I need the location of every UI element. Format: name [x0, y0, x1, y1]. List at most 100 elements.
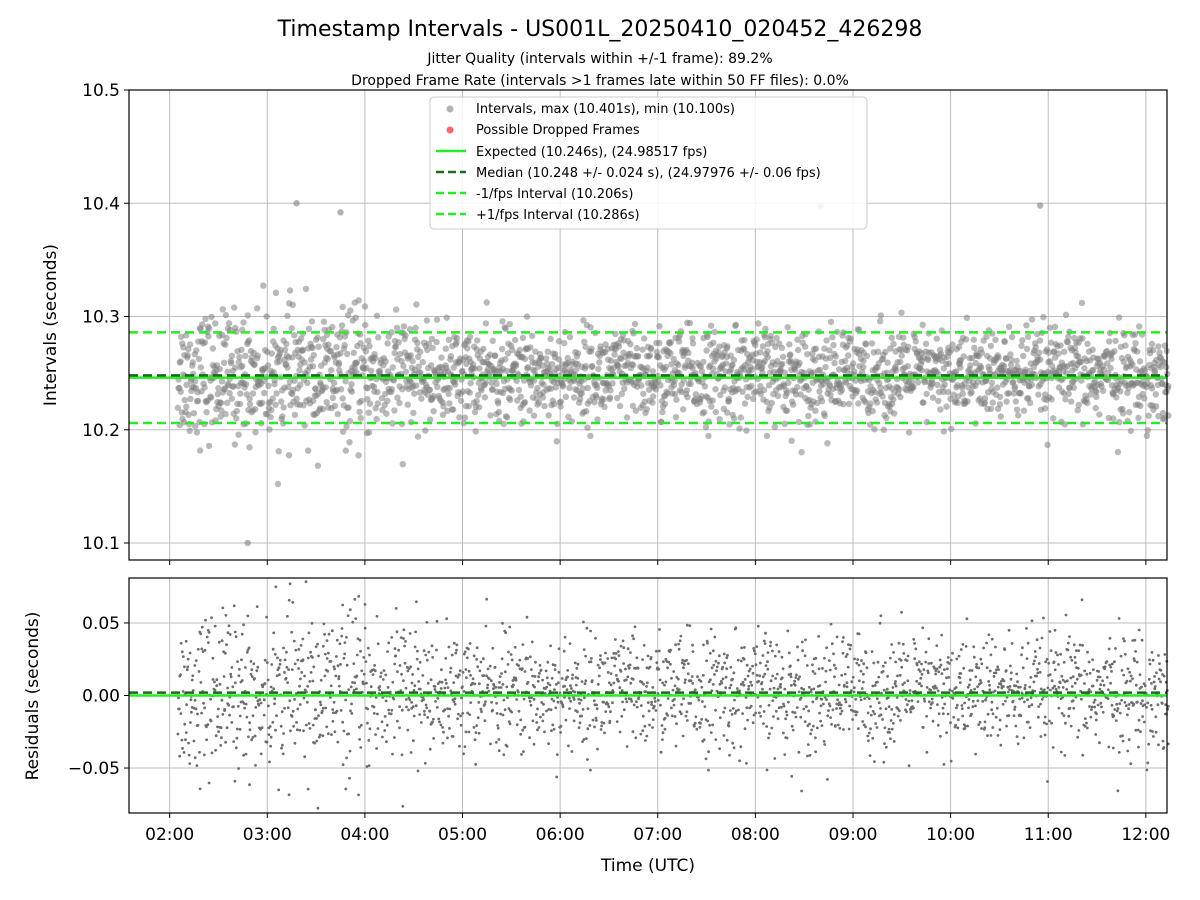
residual-point	[721, 665, 725, 669]
residual-point	[958, 681, 962, 684]
interval-point	[388, 386, 395, 393]
residual-point	[518, 658, 522, 662]
interval-point	[1156, 349, 1163, 356]
residual-point	[267, 704, 270, 708]
interval-point	[368, 367, 375, 374]
interval-point	[955, 343, 963, 351]
residual-point	[767, 703, 771, 707]
residual-point	[238, 667, 241, 671]
interval-point	[1050, 415, 1057, 422]
residual-point	[353, 681, 357, 685]
interval-point	[480, 345, 487, 353]
interval-point	[347, 307, 354, 314]
interval-point	[683, 387, 691, 394]
residual-point	[1122, 673, 1126, 677]
interval-point	[1145, 412, 1152, 419]
residual-point	[1043, 733, 1047, 737]
interval-point	[348, 381, 355, 388]
residual-point	[818, 711, 821, 715]
residual-point	[465, 656, 469, 660]
interval-point	[739, 388, 746, 395]
residual-point	[868, 754, 872, 757]
interval-point	[503, 367, 510, 375]
interval-point	[1152, 391, 1160, 398]
interval-point	[764, 348, 771, 355]
residual-point	[302, 729, 305, 733]
intervals-x-ticks	[169, 560, 1147, 565]
interval-point	[959, 390, 966, 397]
residual-point	[1008, 688, 1011, 691]
residual-point	[930, 697, 934, 701]
residual-point	[806, 743, 810, 746]
interval-point	[1075, 401, 1083, 409]
residual-point	[763, 642, 767, 645]
residual-point	[323, 632, 326, 636]
residual-point	[265, 740, 269, 744]
residual-point	[550, 729, 553, 733]
residual-point	[1008, 685, 1012, 688]
interval-point	[1048, 396, 1055, 403]
interval-point	[869, 407, 876, 415]
residual-point	[677, 677, 680, 681]
residual-point	[289, 729, 292, 733]
residual-point	[1076, 735, 1080, 739]
residual-point	[1052, 660, 1056, 664]
residual-point	[476, 665, 480, 669]
residual-point	[653, 700, 657, 703]
interval-point	[801, 343, 809, 350]
residual-point	[1032, 662, 1035, 666]
interval-point	[224, 368, 231, 375]
interval-point	[427, 416, 434, 423]
residual-point	[896, 674, 899, 678]
interval-point	[309, 363, 317, 370]
residual-point	[305, 723, 308, 727]
residual-point	[861, 680, 865, 684]
residual-point	[780, 655, 784, 659]
interval-point	[968, 389, 975, 396]
residual-point	[1080, 598, 1084, 602]
residual-point	[471, 677, 475, 681]
residual-point	[553, 668, 557, 671]
interval-point	[270, 325, 277, 332]
residual-point	[379, 675, 382, 679]
residual-point	[238, 727, 242, 731]
interval-point	[905, 429, 913, 436]
residual-point	[445, 681, 448, 685]
residual-point	[259, 701, 263, 705]
interval-point	[493, 380, 500, 387]
residual-point	[348, 749, 352, 753]
residual-point	[529, 655, 532, 659]
residual-point	[1101, 679, 1104, 683]
residual-point	[231, 685, 235, 689]
residual-point	[689, 679, 693, 683]
residual-point	[414, 704, 418, 708]
residual-point	[666, 714, 669, 717]
residual-point	[507, 650, 510, 654]
interval-point	[521, 355, 529, 363]
interval-point	[174, 404, 182, 411]
interval-point	[415, 353, 422, 361]
residual-point	[836, 723, 840, 727]
interval-point	[363, 364, 370, 372]
residual-point	[347, 732, 350, 736]
interval-point	[535, 399, 543, 406]
residual-point	[329, 696, 332, 699]
interval-point	[186, 427, 193, 434]
residual-point	[497, 749, 501, 753]
residual-point	[876, 660, 880, 664]
interval-point	[1068, 398, 1075, 405]
residual-point	[1110, 703, 1114, 707]
interval-point	[1108, 355, 1115, 363]
interval-point	[910, 384, 917, 391]
residual-point	[789, 675, 793, 679]
residual-point	[782, 702, 785, 706]
residual-point	[779, 685, 782, 689]
residual-point	[311, 723, 315, 727]
residual-point	[951, 697, 955, 700]
residual-point	[805, 664, 809, 667]
interval-point	[860, 357, 867, 365]
residual-point	[768, 732, 771, 736]
residual-point	[604, 710, 608, 713]
residual-point	[1137, 745, 1140, 749]
residual-point	[1047, 661, 1051, 665]
